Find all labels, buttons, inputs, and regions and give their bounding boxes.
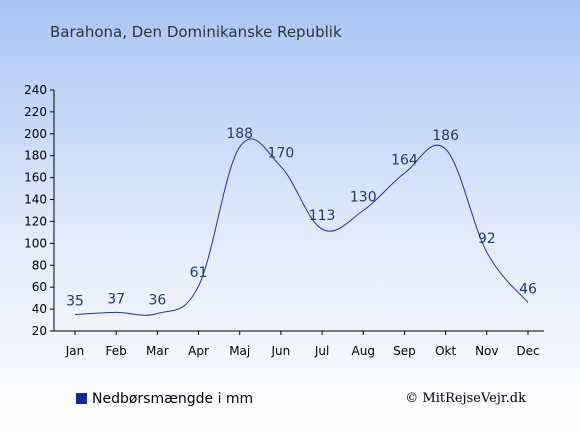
x-tick-label: Dec xyxy=(516,344,539,358)
data-labels: 35 37 36 61 188 170 113 130 164 186 92 46 xyxy=(66,126,537,310)
legend-swatch xyxy=(76,393,87,404)
data-label: 36 xyxy=(148,292,166,308)
data-label: 92 xyxy=(478,231,496,247)
data-label: 35 xyxy=(66,294,84,310)
x-tick-label: Apr xyxy=(188,344,209,358)
y-tick-label: 80 xyxy=(32,258,47,272)
y-axis-ticks: 20 40 60 80 100 120 140 160 180 200 220 240 xyxy=(24,83,54,338)
x-tick-label: Nov xyxy=(475,344,498,358)
data-label: 164 xyxy=(391,152,418,168)
y-tick-label: 160 xyxy=(24,171,47,185)
data-label: 61 xyxy=(190,265,208,281)
legend-label: Nedbørsmængde i mm xyxy=(92,391,253,407)
x-tick-label: Feb xyxy=(106,344,127,358)
y-tick-label: 120 xyxy=(24,214,47,228)
y-tick-label: 220 xyxy=(24,105,47,119)
data-label: 113 xyxy=(309,208,336,224)
x-tick-label: Jul xyxy=(314,344,329,358)
x-tick-label: Mar xyxy=(146,344,169,358)
x-tick-label: Sep xyxy=(393,344,416,358)
data-label: 130 xyxy=(350,190,377,206)
x-tick-label: Jun xyxy=(271,344,291,358)
x-tick-label: Maj xyxy=(229,344,250,358)
y-tick-label: 180 xyxy=(24,149,47,163)
y-tick-label: 140 xyxy=(24,193,47,207)
y-tick-label: 240 xyxy=(24,83,47,97)
data-label: 186 xyxy=(432,128,459,144)
data-label: 188 xyxy=(226,126,253,142)
data-label: 170 xyxy=(268,146,295,162)
series-line xyxy=(74,138,529,316)
x-axis-ticks: Jan Feb Mar Apr Maj Jun Jul Aug Sep Okt Nov Dec xyxy=(65,331,540,358)
x-tick-label: Jan xyxy=(65,344,85,358)
y-tick-label: 40 xyxy=(32,302,47,316)
x-tick-label: Okt xyxy=(435,344,456,358)
y-tick-label: 20 xyxy=(32,324,47,338)
y-tick-label: 60 xyxy=(32,280,47,294)
data-label: 46 xyxy=(519,282,537,298)
x-tick-label: Aug xyxy=(352,344,375,358)
y-tick-label: 100 xyxy=(24,236,47,250)
data-label: 37 xyxy=(107,291,125,307)
chart-title: Barahona, Den Dominikanske Republik xyxy=(50,23,342,41)
y-tick-label: 200 xyxy=(24,127,47,141)
credit-text: © MitRejseVejr.dk xyxy=(405,391,526,406)
